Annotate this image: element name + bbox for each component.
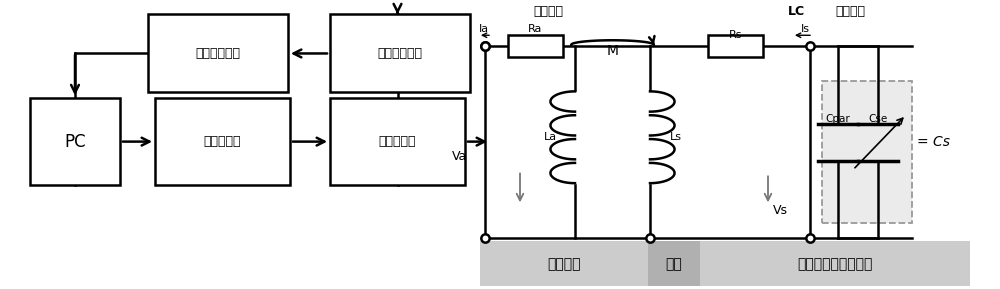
Text: Vs: Vs [773,205,788,217]
Text: 信号采集模块: 信号采集模块 [196,47,240,60]
Text: = Cs: = Cs [917,135,950,149]
Bar [330,98,465,185]
Text: Ra: Ra [528,24,542,34]
Bar [648,241,700,286]
Bar [330,14,470,92]
Text: M: M [606,45,618,58]
Text: Ia: Ia [479,24,489,34]
Text: Va: Va [452,150,467,163]
Text: Rs: Rs [729,30,742,40]
Text: Cse: Cse [868,114,888,124]
Text: PC: PC [64,133,86,151]
Text: 高温、高旋测试环境: 高温、高旋测试环境 [797,257,873,271]
Text: Ls: Ls [670,132,682,142]
Bar [155,98,290,185]
Text: 定向耦合器: 定向耦合器 [379,135,416,148]
Bar [480,241,648,286]
Text: LC: LC [787,5,805,18]
Text: 特征检波模块: 特征检波模块 [378,47,422,60]
Bar [822,81,912,223]
Text: Is: Is [800,24,810,34]
Bar [148,14,288,92]
Text: 绝缘: 绝缘 [666,257,682,271]
Bar [30,98,120,185]
Bar [708,36,763,57]
Bar [700,241,970,286]
Bar [508,36,563,57]
Text: 敏感单元: 敏感单元 [835,5,865,18]
Text: 常温环境: 常温环境 [547,257,581,271]
Text: 信号源模块: 信号源模块 [204,135,241,148]
Text: La: La [544,132,557,142]
Text: 询问天线: 询问天线 [533,5,563,18]
Text: Cpar: Cpar [826,114,850,124]
